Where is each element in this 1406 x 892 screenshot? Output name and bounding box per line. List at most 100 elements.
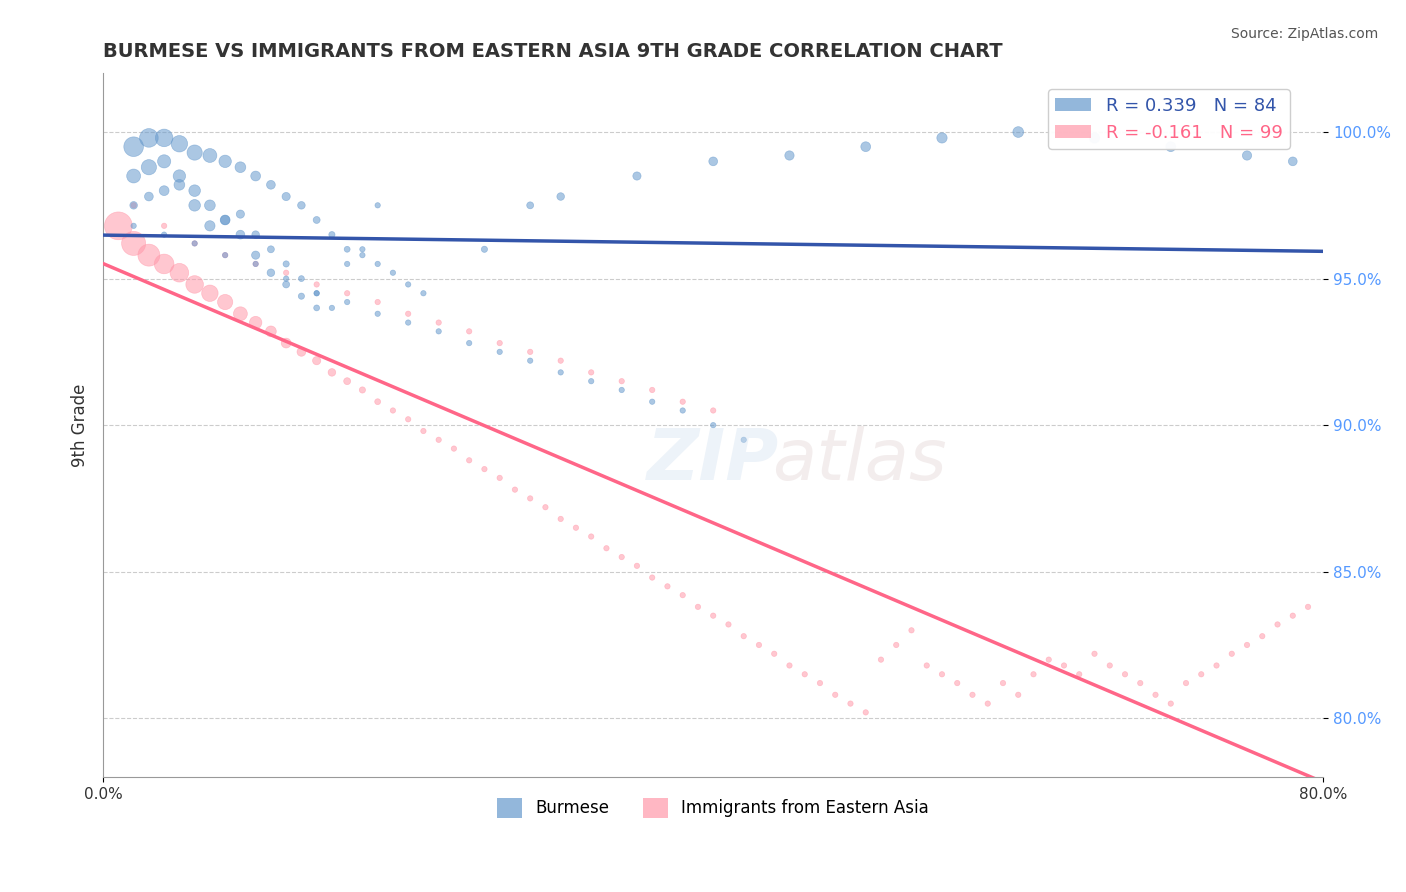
Point	[412, 424, 434, 438]
Point	[884, 638, 907, 652]
Point	[198, 198, 221, 212]
Point	[276, 266, 298, 280]
Point	[488, 336, 510, 351]
Point	[169, 136, 191, 151]
Point	[305, 286, 328, 301]
Point	[1160, 139, 1182, 153]
Point	[169, 169, 191, 183]
Point	[336, 242, 359, 256]
Point	[138, 189, 160, 203]
Point	[610, 383, 633, 397]
Point	[367, 198, 389, 212]
Legend: Burmese, Immigrants from Eastern Asia: Burmese, Immigrants from Eastern Asia	[491, 791, 936, 825]
Point	[778, 658, 800, 673]
Point	[1053, 658, 1076, 673]
Point	[214, 295, 236, 310]
Point	[1281, 154, 1303, 169]
Point	[352, 248, 374, 262]
Point	[321, 365, 343, 379]
Point	[229, 207, 252, 221]
Point	[245, 227, 267, 242]
Point	[686, 599, 709, 614]
Point	[626, 169, 648, 183]
Point	[443, 442, 465, 456]
Point	[183, 236, 205, 251]
Point	[336, 374, 359, 388]
Text: atlas: atlas	[772, 425, 946, 495]
Point	[336, 286, 359, 301]
Point	[412, 286, 434, 301]
Point	[427, 433, 450, 447]
Point	[641, 383, 664, 397]
Point	[641, 394, 664, 409]
Point	[169, 266, 191, 280]
Point	[245, 257, 267, 271]
Point	[793, 667, 815, 681]
Point	[458, 336, 481, 351]
Point	[1022, 667, 1045, 681]
Point	[214, 248, 236, 262]
Point	[503, 483, 526, 497]
Point	[107, 219, 129, 233]
Point	[290, 344, 312, 359]
Point	[488, 344, 510, 359]
Point	[229, 307, 252, 321]
Point	[352, 242, 374, 256]
Point	[427, 324, 450, 338]
Point	[702, 403, 724, 417]
Point	[183, 184, 205, 198]
Point	[1083, 131, 1105, 145]
Point	[977, 697, 1000, 711]
Point	[1083, 647, 1105, 661]
Point	[122, 219, 145, 233]
Point	[458, 324, 481, 338]
Point	[1189, 667, 1212, 681]
Point	[229, 160, 252, 174]
Point	[519, 344, 541, 359]
Point	[290, 198, 312, 212]
Point	[381, 403, 404, 417]
Point	[153, 184, 176, 198]
Point	[305, 286, 328, 301]
Point	[641, 570, 664, 584]
Point	[550, 189, 572, 203]
Point	[260, 242, 283, 256]
Point	[396, 307, 419, 321]
Point	[488, 471, 510, 485]
Point	[519, 491, 541, 506]
Point	[276, 189, 298, 203]
Point	[962, 688, 984, 702]
Point	[657, 579, 679, 593]
Point	[122, 198, 145, 212]
Point	[1144, 688, 1167, 702]
Point	[1236, 638, 1258, 652]
Point	[276, 271, 298, 285]
Point	[1129, 676, 1152, 690]
Point	[900, 624, 922, 638]
Point	[427, 316, 450, 330]
Point	[748, 638, 770, 652]
Point	[824, 688, 846, 702]
Point	[1069, 667, 1091, 681]
Point	[138, 131, 160, 145]
Point	[336, 295, 359, 310]
Point	[245, 257, 267, 271]
Point	[138, 160, 160, 174]
Point	[321, 227, 343, 242]
Point	[153, 257, 176, 271]
Point	[915, 658, 938, 673]
Point	[321, 301, 343, 315]
Point	[183, 236, 205, 251]
Point	[579, 529, 602, 543]
Point	[870, 652, 893, 666]
Point	[245, 316, 267, 330]
Point	[245, 248, 267, 262]
Point	[305, 353, 328, 368]
Point	[1175, 676, 1198, 690]
Point	[579, 365, 602, 379]
Point	[352, 383, 374, 397]
Point	[579, 374, 602, 388]
Point	[305, 301, 328, 315]
Point	[1236, 148, 1258, 162]
Point	[169, 178, 191, 192]
